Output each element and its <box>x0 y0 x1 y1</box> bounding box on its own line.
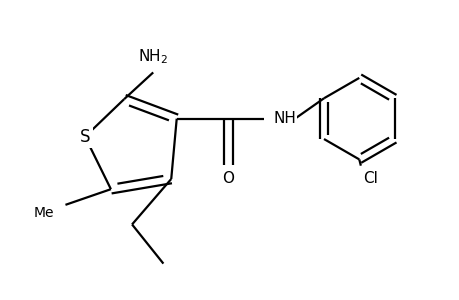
Text: O: O <box>222 171 234 186</box>
Text: NH: NH <box>273 111 295 126</box>
Text: NH$_2$: NH$_2$ <box>138 47 168 66</box>
Text: Cl: Cl <box>363 171 377 186</box>
Text: S: S <box>79 128 90 146</box>
Text: Me: Me <box>33 206 54 220</box>
